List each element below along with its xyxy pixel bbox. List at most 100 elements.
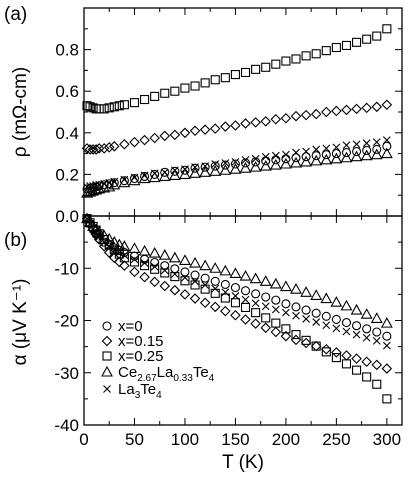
data-point [191, 277, 199, 286]
data-point [370, 312, 383, 323]
data-point [209, 123, 221, 134]
data-point [190, 81, 200, 91]
data-point [148, 171, 161, 183]
data-point [169, 129, 181, 141]
x-tick-label: 100 [171, 430, 199, 449]
data-point [270, 326, 282, 338]
legend-marker-diamond [101, 335, 113, 347]
data-point [311, 341, 321, 351]
data-point [380, 147, 393, 159]
data-point [150, 264, 160, 274]
data-point [331, 105, 342, 117]
data-point [380, 316, 393, 328]
data-point [158, 170, 171, 182]
data-point [110, 246, 119, 254]
data-point [200, 78, 210, 88]
data-point [270, 114, 282, 125]
panel-a-data [81, 24, 393, 198]
data-point [261, 62, 271, 72]
data-point [261, 302, 270, 311]
legend: x=0 x=0.15 x=0.25 Ce2.67La0.33Te4 La3Te4 [101, 318, 215, 401]
data-point [190, 270, 200, 280]
legend-label-ce-la-te: Ce2.67La0.33Te4 [118, 364, 215, 384]
data-point [281, 56, 291, 66]
data-point [300, 155, 313, 167]
data-point [199, 124, 211, 135]
data-point [160, 268, 170, 278]
data-point [352, 330, 361, 339]
data-point [332, 143, 341, 152]
data-point [109, 102, 119, 112]
panel-b-xlabel: T (K) [222, 452, 264, 473]
legend-marker-x [103, 385, 111, 393]
data-point [119, 260, 130, 271]
data-point [231, 292, 240, 300]
data-point [310, 154, 323, 166]
data-point [200, 273, 210, 283]
data-point [260, 322, 271, 334]
data-point [150, 169, 159, 178]
data-point [220, 121, 231, 132]
data-point [251, 308, 261, 318]
data-point [130, 255, 139, 264]
data-point [321, 347, 331, 357]
data-point [382, 141, 392, 151]
panel-b-data [81, 212, 393, 404]
data-point [300, 337, 312, 349]
data-point [230, 120, 241, 131]
data-point [113, 238, 126, 250]
data-point [94, 104, 104, 114]
data-point [210, 288, 220, 298]
data-point [310, 108, 322, 120]
data-point [302, 147, 310, 156]
data-point [372, 327, 382, 337]
data-point [220, 279, 230, 289]
data-point [88, 103, 98, 113]
data-point [350, 303, 363, 315]
data-point [85, 102, 95, 112]
data-point [371, 359, 383, 371]
series-triangle [81, 212, 393, 328]
series-x [83, 136, 391, 191]
data-point [189, 167, 201, 178]
data-point [362, 139, 371, 148]
data-point [362, 324, 372, 334]
x-tick-label: 150 [221, 430, 249, 449]
data-point [139, 271, 150, 283]
data-point [292, 148, 300, 157]
legend-markers [101, 321, 113, 393]
data-point [120, 251, 129, 260]
data-point [119, 253, 129, 263]
legend-label-x015: x=0.15 [118, 333, 163, 350]
series-x [83, 214, 391, 350]
panel-b: (b) 0 50 100 150 200 250 300 -40 -30 -20 -10 α (μV… [4, 212, 403, 473]
data-point [140, 94, 150, 105]
x-tick-label: 250 [322, 430, 350, 449]
data-point [221, 159, 230, 167]
data-point [249, 160, 262, 172]
data-point [351, 103, 362, 115]
data-point [290, 156, 302, 168]
data-point [105, 242, 114, 251]
data-point [211, 160, 220, 168]
data-point [381, 99, 393, 110]
data-point [372, 379, 382, 389]
data-point [382, 331, 392, 341]
data-point [82, 101, 92, 111]
data-point [260, 116, 271, 127]
data-point [210, 276, 220, 286]
data-point [259, 275, 272, 286]
data-point [271, 318, 281, 328]
data-point [240, 286, 251, 296]
legend-label-x0: x=0 [118, 318, 143, 335]
data-point [93, 143, 105, 154]
data-point [372, 336, 381, 345]
data-point [290, 334, 302, 346]
data-point [104, 103, 114, 113]
data-point [320, 292, 333, 304]
x-tick-label: 0 [79, 430, 88, 449]
data-point [189, 256, 201, 268]
series-diamond [81, 99, 393, 155]
y-tick-label: 0.2 [55, 165, 79, 184]
data-point [361, 102, 372, 114]
